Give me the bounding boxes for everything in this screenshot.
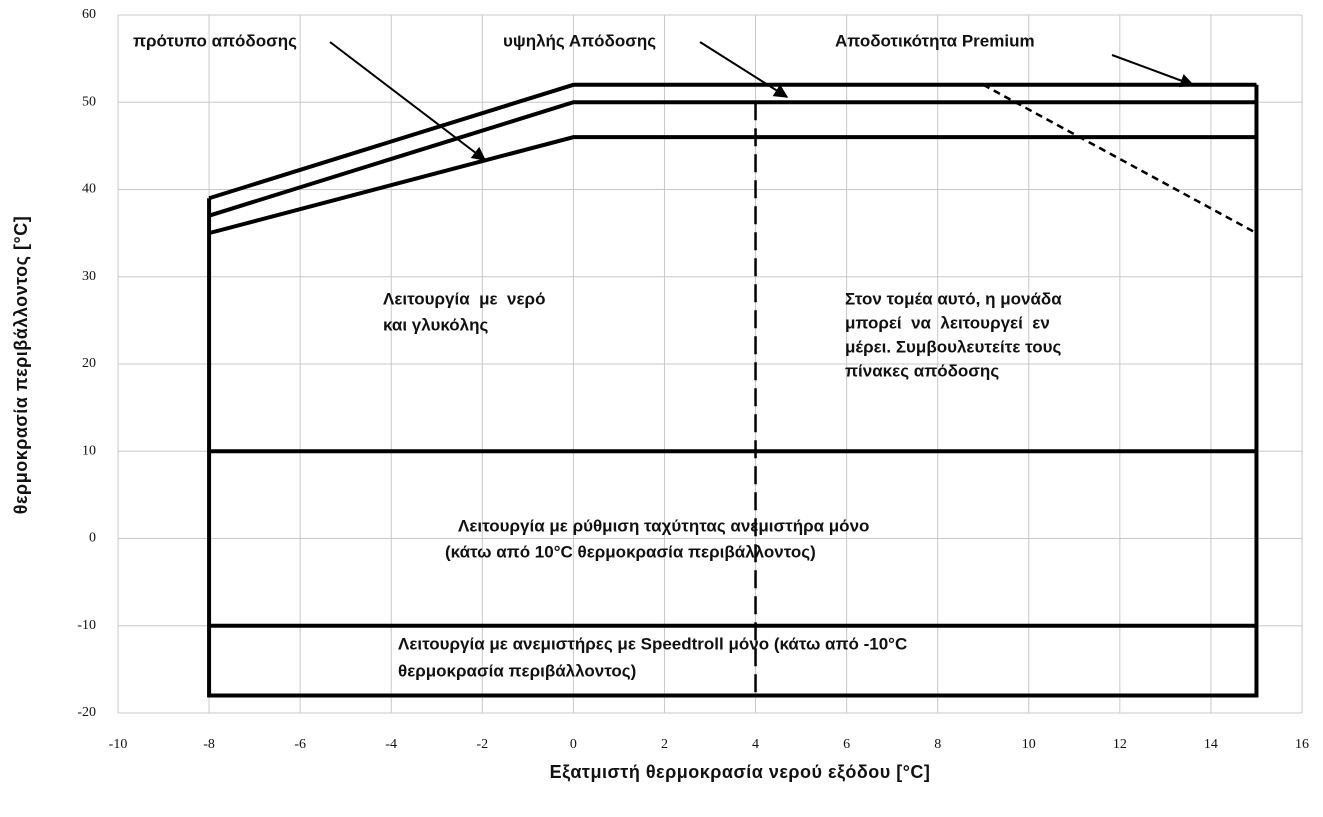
x-tick-label: 10 bbox=[1022, 737, 1036, 752]
x-tick-label: -2 bbox=[476, 737, 488, 752]
annotation: υψηλής Απόδοσης bbox=[503, 31, 656, 50]
y-tick-label: 20 bbox=[82, 356, 96, 371]
y-tick-label: 60 bbox=[82, 7, 96, 22]
annotation: Λειτουργία με ρύθμιση ταχύτητας ανεμιστή… bbox=[458, 516, 869, 535]
annotation: μέρει. Συμβουλευτείτε τους bbox=[845, 337, 1062, 356]
annotation: μπορεί να λειτουργεί εν bbox=[845, 313, 1050, 332]
y-axis-label: θερμοκρασία περιβάλλοντος [°C] bbox=[11, 216, 31, 514]
arrow bbox=[329, 41, 487, 161]
annotation: Λειτουργία με νερό bbox=[383, 289, 545, 308]
x-tick-label: 12 bbox=[1113, 737, 1127, 752]
x-tick-label: 2 bbox=[661, 737, 668, 752]
x-tick-label: 0 bbox=[570, 737, 577, 752]
plot bbox=[207, 82, 1259, 698]
x-tick-label: -10 bbox=[109, 737, 128, 752]
y-tick-label: 0 bbox=[89, 531, 96, 546]
y-tick-label: 10 bbox=[82, 443, 96, 458]
annotation: Αποδοτικότητα Premium bbox=[835, 31, 1035, 50]
arrow bbox=[699, 41, 789, 98]
y-tick-label: -20 bbox=[77, 705, 96, 720]
annotation: πίνακες απόδοσης bbox=[845, 361, 999, 380]
annotation: και γλυκόλης bbox=[383, 315, 488, 334]
y-tick-label: -10 bbox=[77, 618, 96, 633]
x-tick-label: -4 bbox=[385, 737, 397, 752]
x-tick-label: 14 bbox=[1204, 737, 1218, 752]
annotation: (κάτω από 10°C θερμοκρασία περιβάλλοντος… bbox=[445, 542, 816, 561]
series-line bbox=[208, 100, 1257, 218]
x-tick-label: -6 bbox=[294, 737, 306, 752]
annotation: θερμοκρασία περιβάλλοντος) bbox=[398, 661, 636, 680]
series-line bbox=[208, 135, 1257, 236]
arrows bbox=[329, 41, 1195, 161]
x-tick-label: 6 bbox=[843, 737, 850, 752]
x-tick-label: -8 bbox=[203, 737, 215, 752]
y-tick-label: 40 bbox=[82, 182, 96, 197]
x-tick-label: 4 bbox=[752, 737, 759, 752]
series-line bbox=[208, 82, 1257, 201]
arrow bbox=[1111, 54, 1195, 88]
y-tick-label: 30 bbox=[82, 269, 96, 284]
x-tick-label: 8 bbox=[934, 737, 941, 752]
annotation: Στον τομέα αυτό, η μονάδα bbox=[845, 289, 1062, 308]
series-line bbox=[982, 83, 1258, 235]
annotation: πρότυπο απόδοσης bbox=[133, 31, 297, 50]
x-tick-label: 16 bbox=[1295, 737, 1309, 752]
annotation: Λειτουργία με ανεμιστήρες με Speedtroll … bbox=[398, 634, 907, 653]
x-axis-label: Εξατμιστή θερμοκρασία νερού εξόδου [°C] bbox=[550, 762, 931, 783]
series-line bbox=[207, 84, 1259, 698]
y-tick-label: 50 bbox=[82, 94, 96, 109]
